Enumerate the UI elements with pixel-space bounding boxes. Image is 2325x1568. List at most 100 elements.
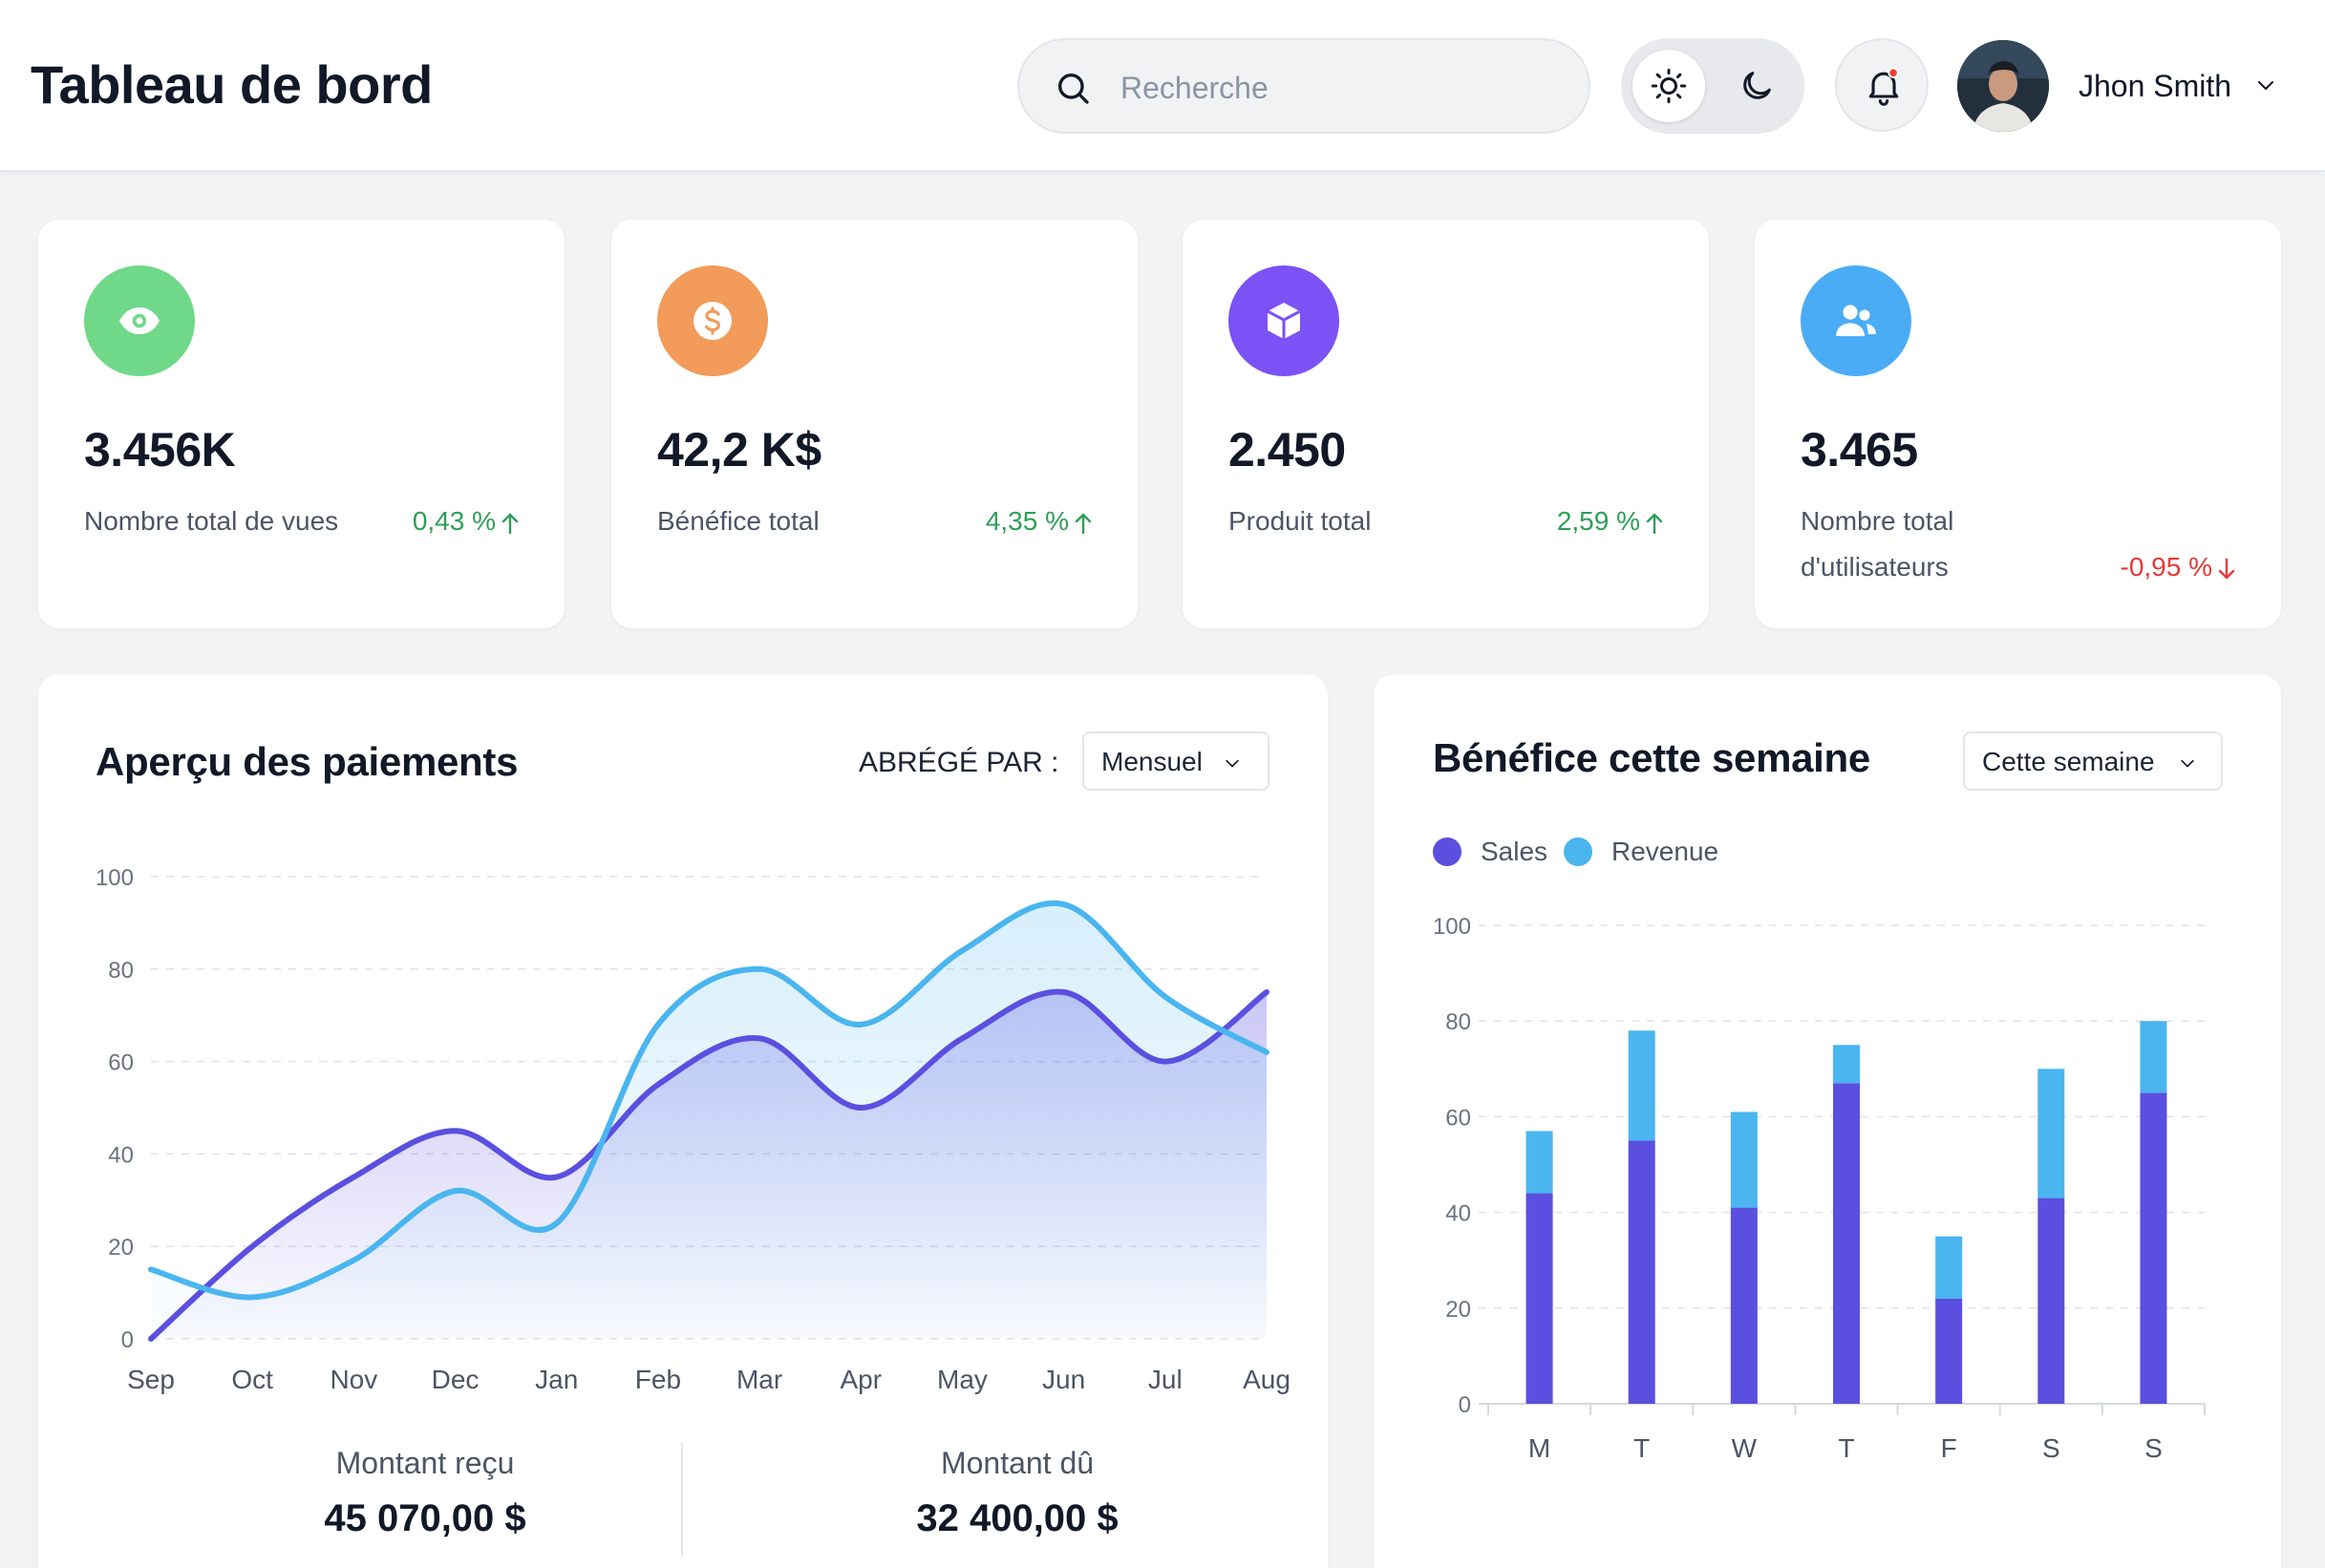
search-icon xyxy=(1058,74,1089,104)
y-tick-label: 80 xyxy=(108,958,134,984)
received-value: 45 070,00 $ xyxy=(324,1497,526,1539)
series-area xyxy=(151,902,1267,1339)
due-value: 32 400,00 $ xyxy=(916,1497,1119,1539)
x-tick-label: T xyxy=(1838,1433,1854,1463)
stat-value: 3.465 xyxy=(1801,423,1918,477)
bar-segment-revenue xyxy=(1833,1045,1860,1084)
bar-segment-revenue xyxy=(1935,1236,1963,1299)
top-header: Tableau de bord Jhon Smith xyxy=(0,0,2325,172)
bar-segment-revenue xyxy=(2140,1021,2167,1093)
moon-icon xyxy=(1743,72,1771,99)
dollar-icon xyxy=(693,302,732,340)
x-tick-label: W xyxy=(1732,1433,1758,1463)
arrow-up-icon xyxy=(501,513,519,534)
y-tick-label: 40 xyxy=(108,1142,134,1168)
y-tick-label: 100 xyxy=(96,865,134,891)
stat-card-profit: 42,2 K$ Bénéfice total 4,35 % xyxy=(611,220,1138,628)
due-label: Montant dû xyxy=(940,1446,1095,1480)
sun-icon xyxy=(1651,68,1687,104)
x-tick-label: M xyxy=(1528,1433,1550,1463)
received-label: Montant reçu xyxy=(335,1446,515,1480)
y-tick-label: 0 xyxy=(1459,1392,1471,1418)
x-tick-label: F xyxy=(1941,1433,1957,1463)
user-name[interactable]: Jhon Smith xyxy=(2079,69,2232,103)
stat-change: -0,95 % xyxy=(2121,544,2238,590)
x-tick-label: Oct xyxy=(231,1365,273,1394)
chevron-down-icon xyxy=(2181,759,2194,768)
bar-segment-revenue xyxy=(1730,1112,1758,1208)
bar-segment-sales xyxy=(1628,1140,1655,1404)
profit-bar-chart: 0 20 40 60 80 100 M T W T F S S xyxy=(1433,914,2206,1463)
views-icon-badge xyxy=(84,265,195,376)
period-dropdown[interactable]: Mensuel xyxy=(1082,731,1269,791)
arrow-down-icon xyxy=(2218,558,2235,579)
bar-segment-sales xyxy=(2140,1092,2167,1404)
search-input[interactable] xyxy=(1120,65,1560,111)
summary-divider xyxy=(681,1442,683,1557)
avatar-image xyxy=(1957,40,2049,132)
stat-label: Nombre total de vues xyxy=(84,506,339,536)
x-tick-label: Jul xyxy=(1148,1365,1183,1394)
bar-segment-sales xyxy=(1730,1207,1758,1404)
payments-area-chart: 0 20 40 60 80 100 Sep Oct Nov Dec Jan Feb Mar Apr May J… xyxy=(96,865,1290,1394)
x-tick-label: Aug xyxy=(1243,1365,1290,1394)
profit-panel: Bénéfice cette semaine Cette semaine Sal… xyxy=(1374,674,2281,1568)
stat-card-views: 3.456K Nombre total de vues 0,43 % xyxy=(38,220,565,628)
x-tick-label: Jun xyxy=(1042,1365,1085,1394)
x-tick-label: Sep xyxy=(127,1365,175,1394)
stat-change: 0,43 % xyxy=(413,498,521,544)
stat-change: 2,59 % xyxy=(1557,498,1665,544)
y-tick-label: 80 xyxy=(1445,1009,1471,1035)
legend-label-revenue: Revenue xyxy=(1611,837,1719,866)
notifications-button[interactable] xyxy=(1835,38,1929,132)
stat-value: 3.456K xyxy=(84,423,236,477)
x-tick-label: T xyxy=(1633,1433,1650,1463)
x-tick-label: Dec xyxy=(432,1365,480,1394)
stat-card-users: 3.465 Nombre total d'utilisateurs -0,95 … xyxy=(1755,220,2281,628)
stat-change-value: 4,35 % xyxy=(985,506,1069,536)
week-dropdown[interactable]: Cette semaine xyxy=(1963,731,2223,791)
bell-icon xyxy=(1868,67,1899,106)
series-line xyxy=(148,988,1269,1342)
stat-change-value: -0,95 % xyxy=(2120,552,2213,582)
arrow-up-icon xyxy=(1646,513,1663,534)
payments-title: Aperçu des paiements xyxy=(96,739,519,784)
bar-segment-sales xyxy=(2037,1197,2065,1404)
light-mode-button[interactable] xyxy=(1632,50,1705,122)
x-tick-label: Feb xyxy=(635,1365,681,1394)
x-tick-label: Mar xyxy=(736,1365,782,1394)
x-tick-label: Nov xyxy=(330,1365,377,1394)
bar-segment-revenue xyxy=(1525,1131,1553,1194)
stat-label: Bénéfice total xyxy=(657,506,820,536)
stat-change: 4,35 % xyxy=(986,498,1094,544)
x-tick-label: Apr xyxy=(840,1365,882,1394)
y-tick-label: 60 xyxy=(1445,1105,1471,1131)
bar-segment-sales xyxy=(1525,1193,1553,1404)
products-icon-badge xyxy=(1228,265,1339,376)
y-tick-label: 0 xyxy=(121,1327,134,1353)
x-tick-label: S xyxy=(2042,1433,2060,1463)
x-tick-label: Jan xyxy=(535,1365,578,1394)
user-avatar[interactable] xyxy=(1957,40,2049,132)
y-tick-label: 20 xyxy=(108,1235,134,1261)
x-tick-label: S xyxy=(2144,1433,2163,1463)
chevron-down-icon[interactable] xyxy=(2251,74,2280,97)
y-tick-label: 100 xyxy=(1433,914,1471,940)
stat-label: Produit total xyxy=(1228,506,1372,536)
profit-icon-badge xyxy=(657,265,768,376)
y-tick-label: 20 xyxy=(1445,1297,1471,1323)
page-title: Tableau de bord xyxy=(31,54,433,115)
legend-swatch-revenue xyxy=(1564,837,1592,866)
eye-icon xyxy=(119,307,160,334)
dark-mode-button[interactable] xyxy=(1720,50,1793,122)
chevron-down-icon xyxy=(1226,759,1239,768)
y-tick-label: 40 xyxy=(1445,1201,1471,1227)
theme-toggle[interactable] xyxy=(1621,38,1804,134)
stat-value: 42,2 K$ xyxy=(657,423,821,477)
arrow-up-icon xyxy=(1075,513,1092,534)
x-tick-label: May xyxy=(937,1365,988,1394)
users-icon-badge xyxy=(1801,265,1911,376)
search-box[interactable] xyxy=(1017,38,1590,134)
stat-card-products: 2.450 Produit total 2,59 % xyxy=(1183,220,1709,628)
stat-value: 2.450 xyxy=(1228,423,1346,477)
